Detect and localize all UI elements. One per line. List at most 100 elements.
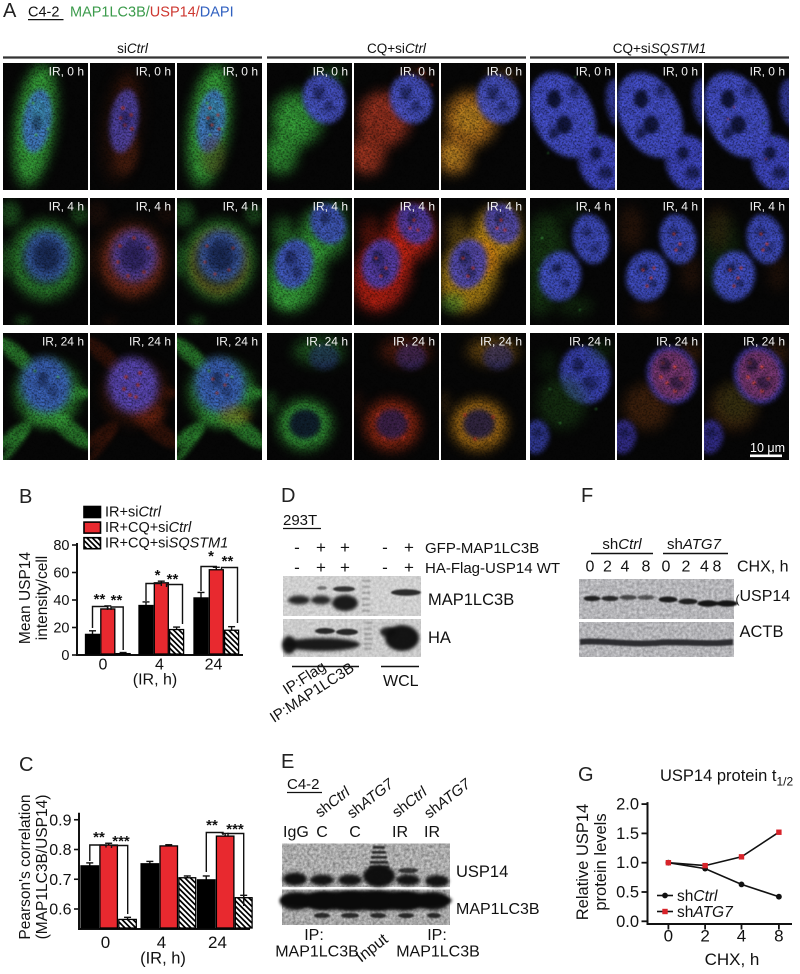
svg-text:HA-Flag-USP14 WT: HA-Flag-USP14 WT <box>425 560 560 577</box>
svg-text:8: 8 <box>642 559 651 576</box>
svg-text:1.0: 1.0 <box>616 854 639 872</box>
svg-text:Mean USP14: Mean USP14 <box>17 552 34 645</box>
svg-text:40: 40 <box>53 593 69 609</box>
svg-text:*: * <box>155 567 161 584</box>
svg-text:IR, 0 h: IR, 0 h <box>136 65 171 79</box>
svg-text:IR, 4 h: IR, 4 h <box>49 200 84 214</box>
svg-text:C4-2: C4-2 <box>287 776 320 793</box>
svg-text:4: 4 <box>700 559 709 576</box>
svg-text:+: + <box>404 538 414 557</box>
svg-text:4: 4 <box>621 559 630 576</box>
svg-text:USP14: USP14 <box>740 588 791 605</box>
svg-text:**: ** <box>93 829 105 846</box>
svg-text:-: - <box>382 538 388 557</box>
svg-text:0.0: 0.0 <box>616 913 639 931</box>
svg-text:IR, 4 h: IR, 4 h <box>663 200 698 214</box>
svg-text:shATG7: shATG7 <box>667 536 722 553</box>
svg-text:24: 24 <box>208 933 227 952</box>
svg-text:0: 0 <box>99 657 108 674</box>
svg-text:D: D <box>281 485 295 507</box>
svg-text:(MAP1LC3B/USP14): (MAP1LC3B/USP14) <box>34 795 51 940</box>
svg-text:-: - <box>294 558 300 577</box>
svg-text:IR, 4 h: IR, 4 h <box>576 200 611 214</box>
svg-text:+: + <box>340 558 350 577</box>
svg-text:intensity/cell: intensity/cell <box>34 556 51 640</box>
svg-text:siCtrl: siCtrl <box>117 41 149 56</box>
svg-text:0.7: 0.7 <box>49 872 71 889</box>
svg-text:C: C <box>19 754 33 776</box>
svg-text:80: 80 <box>53 538 69 554</box>
svg-text:CQ+siCtrl: CQ+siCtrl <box>367 41 427 56</box>
svg-text:protein levels: protein levels <box>592 813 610 910</box>
svg-text:(IR, h): (IR, h) <box>133 672 177 689</box>
svg-text:1.5: 1.5 <box>616 825 639 843</box>
svg-text:0.8: 0.8 <box>49 842 71 859</box>
svg-text:24: 24 <box>205 657 223 674</box>
svg-text:IR, 0 h: IR, 0 h <box>576 65 611 79</box>
svg-text:+: + <box>404 558 414 577</box>
svg-text:IgG: IgG <box>283 824 309 841</box>
svg-text:IR, 24 h: IR, 24 h <box>129 335 171 349</box>
svg-text:IR: IR <box>392 824 408 841</box>
svg-text:-: - <box>382 558 388 577</box>
svg-text:***: *** <box>226 821 244 838</box>
svg-text:0: 0 <box>664 927 673 946</box>
svg-text:Pearson's correlation: Pearson's correlation <box>17 794 34 939</box>
svg-text:E: E <box>281 751 294 773</box>
svg-text:shATG7: shATG7 <box>677 904 734 921</box>
svg-text:**: ** <box>167 571 179 588</box>
svg-text:IP:: IP: <box>304 927 324 944</box>
svg-text:IR, 4 h: IR, 4 h <box>487 200 522 214</box>
svg-text:IP:: IP: <box>427 927 447 944</box>
svg-text:shCtrl: shCtrl <box>602 536 642 553</box>
svg-text:**: ** <box>94 591 106 608</box>
svg-text:IR, 0 h: IR, 0 h <box>313 65 348 79</box>
svg-text:IR, 0 h: IR, 0 h <box>663 65 698 79</box>
svg-text:IR, 24 h: IR, 24 h <box>743 335 785 349</box>
svg-text:0.6: 0.6 <box>49 902 71 919</box>
svg-text:+: + <box>316 558 326 577</box>
svg-text:2.0: 2.0 <box>616 796 639 814</box>
svg-text:2: 2 <box>603 559 612 576</box>
svg-text:0.9: 0.9 <box>49 812 71 829</box>
svg-text:-: - <box>294 538 300 557</box>
svg-text:IR, 24 h: IR, 24 h <box>306 335 348 349</box>
svg-text:IR, 0 h: IR, 0 h <box>49 65 84 79</box>
svg-text:MAP1LC3B: MAP1LC3B <box>428 591 514 609</box>
svg-text:+: + <box>316 538 326 557</box>
svg-text:IR, 24 h: IR, 24 h <box>656 335 698 349</box>
svg-text:Relative USP14: Relative USP14 <box>574 804 592 920</box>
svg-text:IR+CQ+siCtrl: IR+CQ+siCtrl <box>105 520 192 536</box>
svg-text:(IR, h): (IR, h) <box>140 950 186 968</box>
svg-text:IR, 4 h: IR, 4 h <box>400 200 435 214</box>
svg-text:C: C <box>316 824 328 841</box>
svg-text:IR: IR <box>424 824 440 841</box>
svg-text:MAP1LC3B: MAP1LC3B <box>275 944 359 961</box>
svg-text:IR, 0 h: IR, 0 h <box>750 65 785 79</box>
svg-text:IR, 4 h: IR, 4 h <box>313 200 348 214</box>
svg-text:MAP1LC3B: MAP1LC3B <box>456 901 540 918</box>
svg-text:4: 4 <box>737 927 746 946</box>
svg-text:MAP1LC3B: MAP1LC3B <box>396 944 480 961</box>
svg-text:8: 8 <box>774 927 783 946</box>
svg-text:293T: 293T <box>283 512 317 529</box>
svg-text:60: 60 <box>53 566 69 582</box>
svg-text:0.5: 0.5 <box>616 884 639 902</box>
svg-text:*: * <box>208 548 214 565</box>
svg-text:C: C <box>349 824 361 841</box>
svg-text:IR, 4 h: IR, 4 h <box>750 200 785 214</box>
svg-text:CQ+siSQSTM1: CQ+siSQSTM1 <box>613 41 706 56</box>
svg-text:shCtrl: shCtrl <box>677 888 718 905</box>
svg-text:+: + <box>340 538 350 557</box>
svg-text:MAP1LC3B/USP14/DAPI: MAP1LC3B/USP14/DAPI <box>70 5 234 21</box>
svg-text:A: A <box>3 0 17 22</box>
svg-text:IR, 24 h: IR, 24 h <box>480 335 522 349</box>
svg-text:IR, 24 h: IR, 24 h <box>216 335 258 349</box>
svg-text:B: B <box>19 486 32 508</box>
svg-text:ACTB: ACTB <box>740 623 784 641</box>
svg-text:HA: HA <box>428 629 451 647</box>
svg-text:IR, 4 h: IR, 4 h <box>223 200 258 214</box>
svg-text:0: 0 <box>61 648 69 664</box>
svg-text:0: 0 <box>662 559 671 576</box>
svg-text:0: 0 <box>101 933 110 952</box>
